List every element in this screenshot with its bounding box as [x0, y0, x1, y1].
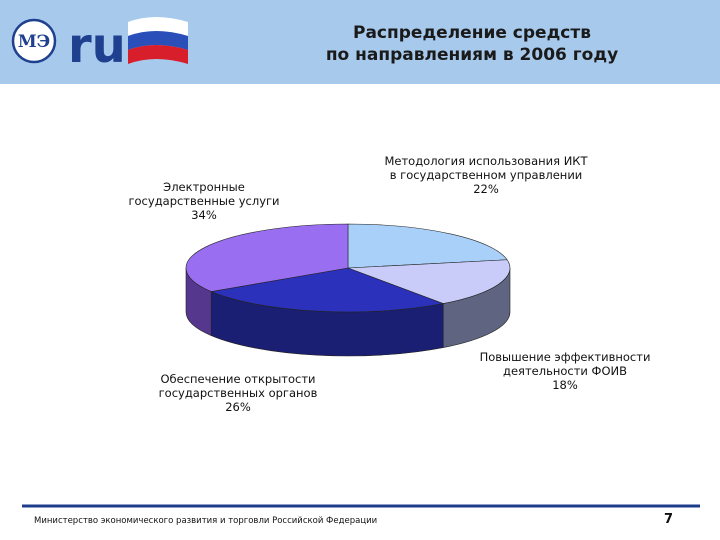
slice-1-line-1: Повышение эффективности [479, 350, 651, 364]
slice-2-line-2: государственных органов [158, 386, 318, 400]
flag-icon [128, 17, 188, 64]
svg-text:МЭ: МЭ [18, 32, 50, 52]
footer-divider [22, 504, 700, 508]
title-line-2: по направлениям в 2006 году [325, 45, 619, 65]
logo-group: МЭ ru [11, 17, 188, 72]
logo-text: ru [68, 18, 126, 72]
pie-slice-3 [185, 223, 349, 292]
slice-3-line-2: государственные услуги [128, 194, 280, 208]
slice-1-line-2: деятельности ФОИВ [503, 364, 627, 378]
slice-label-2: Обеспечение открытости государственных о… [118, 372, 358, 414]
pie-slice-1 [347, 259, 511, 304]
slice-label-0: Методология использования ИКТ в государс… [356, 154, 616, 196]
page-title: Распределение средств по направлениям в … [262, 22, 682, 66]
pie-slice-2 [210, 267, 445, 313]
slice-1-percent: 18% [552, 378, 578, 392]
slice-label-1: Повышение эффективности деятельности ФОИ… [440, 350, 690, 392]
page-number: 7 [664, 512, 674, 527]
footer-text: Министерство экономического развития и т… [34, 516, 378, 526]
slice-2-line-1: Обеспечение открытости [160, 372, 316, 386]
ministry-emblem-icon: МЭ [11, 18, 57, 64]
slice-0-line-2: в государственном управлении [389, 168, 583, 182]
slice-3-percent: 34% [191, 208, 217, 222]
slice-3-line-1: Электронные [163, 180, 245, 194]
header-band: МЭ ru Распределение средств по направлен… [0, 0, 720, 84]
slice-0-percent: 22% [473, 182, 499, 196]
slice-0-line-1: Методология использования ИКТ [384, 154, 588, 168]
slice-label-3: Электронные государственные услуги 34% [94, 180, 314, 222]
title-line-1: Распределение средств [353, 23, 591, 43]
pie-slice-0 [347, 223, 508, 269]
slice-2-percent: 26% [225, 400, 251, 414]
